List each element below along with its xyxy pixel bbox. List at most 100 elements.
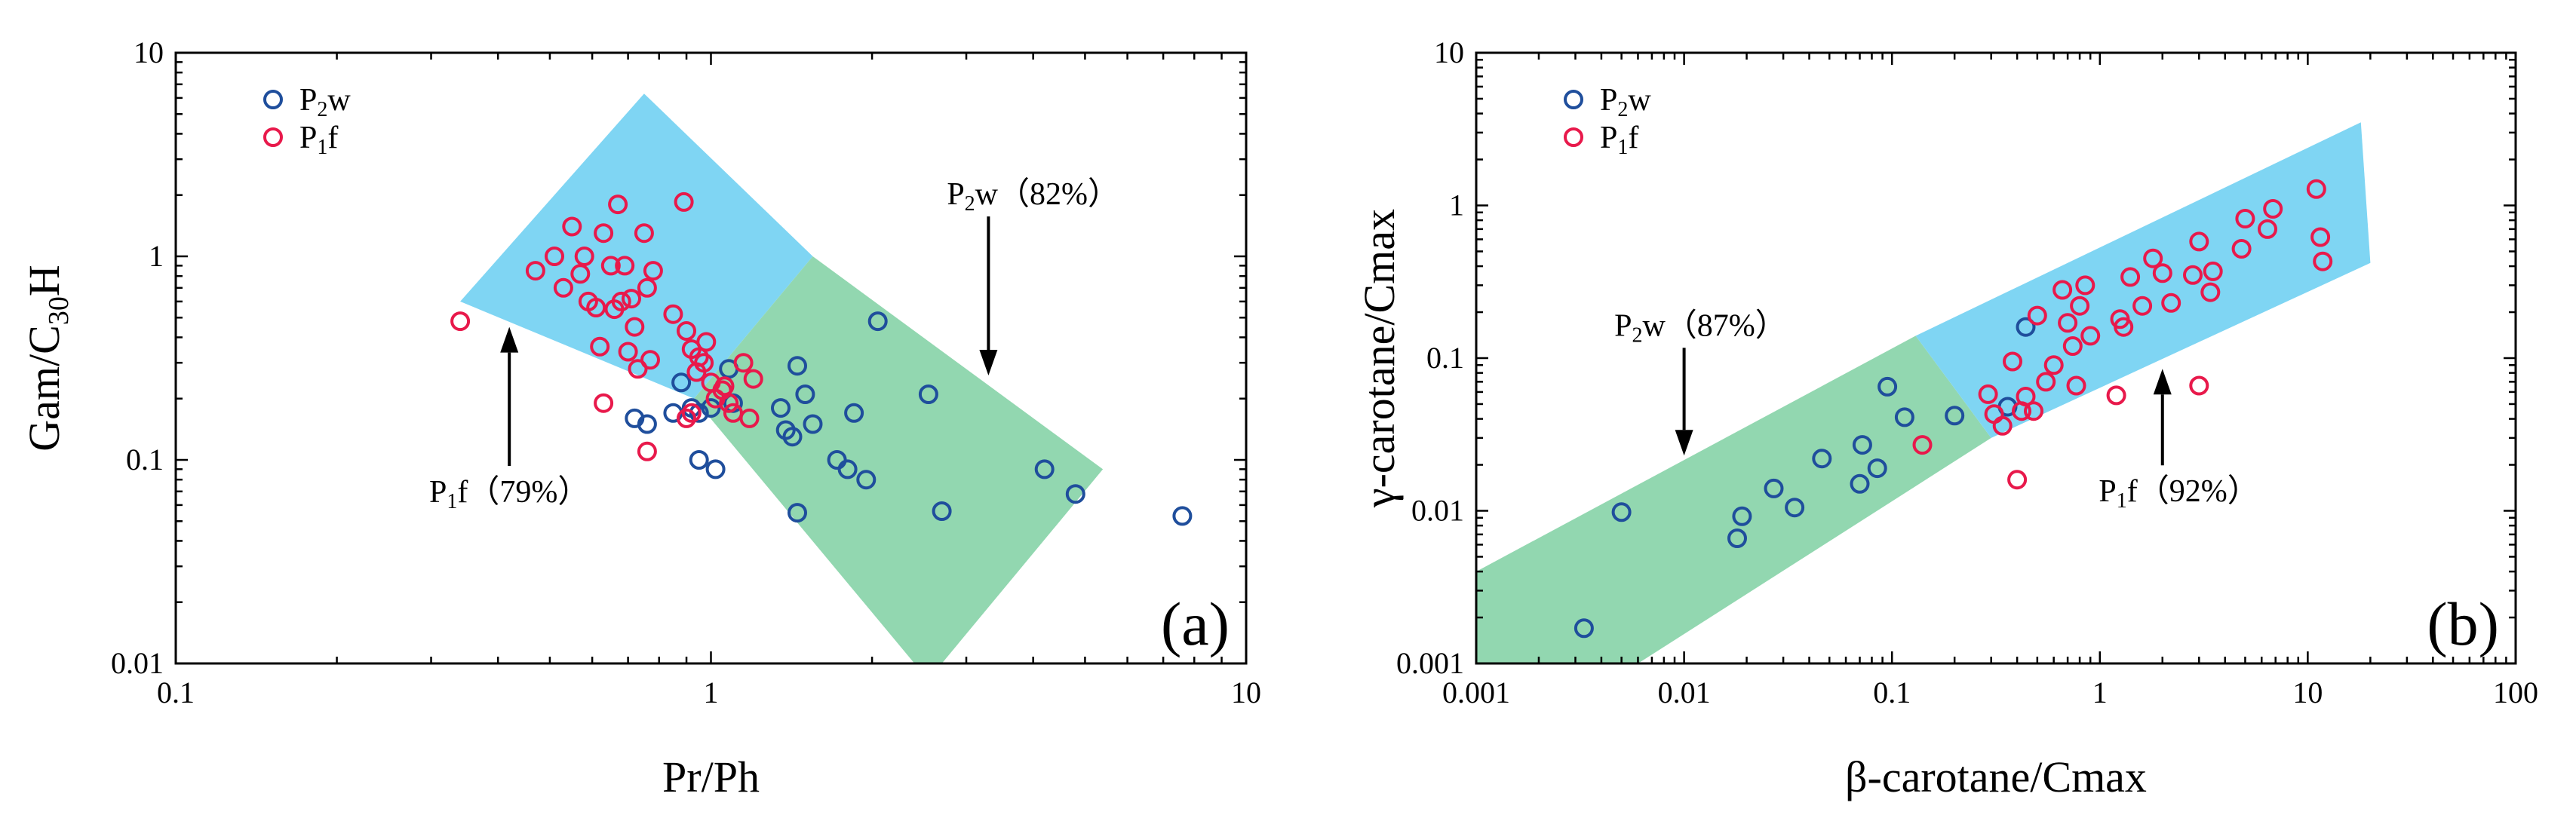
data-point-P2w [1867,458,1887,479]
data-point-P1f [2306,179,2326,199]
y-tick-label: 0.1 [126,443,164,476]
data-point-P1f [2120,267,2141,287]
data-point-P1f [2070,296,2090,316]
annotation-arrow-head [1675,430,1693,456]
panel-label: (a) [1161,590,1230,658]
data-point-P1f [2080,326,2101,346]
y-axis-title: γ-carotane/Cmax [1355,209,1404,508]
data-point-P1f [2114,317,2134,337]
data-point-P1f [2203,261,2223,281]
data-point-P1f [2189,231,2209,252]
data-point-P2w [1065,484,1085,504]
data-point-P2w [689,450,709,470]
data-point-P1f [640,350,660,370]
x-tick-label: 0.1 [1873,676,1911,709]
data-point-P1f [594,393,614,413]
annotation-arrow-head [979,349,998,375]
data-point-P2w [1894,407,1914,427]
plot-frame [174,51,1248,665]
data-point-P2w [788,503,807,523]
data-point-P2w [1172,506,1193,526]
data-point-P2w [788,356,807,376]
data-point-P1f [2007,470,2028,490]
data-point-P1f [681,403,702,423]
data-point-P2w [1852,435,1872,455]
data-point-P1f [663,304,683,324]
y-tick-label: 1 [1449,188,1464,222]
x-tick-label: 100 [2493,676,2538,709]
data-point-P1f [2183,265,2203,285]
y-tick-label: 10 [1434,35,1464,69]
data-point-P2w [856,470,877,490]
data-point-P1f [677,321,696,341]
data-point-P1f [2143,248,2163,268]
annotation: P2w（82%） [947,177,1119,375]
data-point-P1f [2106,385,2126,406]
data-point-P2w [2016,317,2036,337]
legend-marker [263,127,283,147]
x-tick-label: 10 [2292,676,2323,709]
data-point-P2w [803,414,823,434]
data-point-P2w [795,384,815,404]
x-axis-title: β-carotane/Cmax [1845,752,2147,801]
data-point-P2w [1732,506,1752,526]
panel-b: 0.001 0.01 0.1 1 10 100 0.001 0.01 0.1 1 10 β-carot… [1355,35,2538,801]
data-point-P1f [2132,296,2153,316]
data-point-P2w [1785,498,1805,518]
data-point-P1f [743,369,763,389]
data-point-P1f [2235,209,2255,228]
x-axis-title: Pr/Ph [662,752,760,801]
P1f-zone [1915,122,2371,438]
data-point-P1f [615,256,635,276]
data-point-P1f [1912,435,1933,455]
data-point-P1f [562,216,582,237]
data-point-P2w [1945,406,1965,426]
data-point-P1f [2066,375,2086,396]
annotation-text: P2w（87%） [1614,308,1787,347]
data-point-P1f [600,256,621,276]
data-point-P1f [2189,375,2209,396]
data-point-P1f [689,347,709,367]
data-point-P1f [625,317,645,337]
data-point-P2w [1878,376,1898,397]
data-point-P1f [594,223,614,244]
series-P2w [625,311,1193,526]
data-point-P2w [1611,502,1632,522]
data-point-P1f [1978,384,1998,404]
x-tick-label: 0.001 [1442,676,1510,709]
series-P1f [1912,179,2333,490]
x-tick-label: 0.01 [1658,676,1711,709]
data-point-P2w [918,384,938,404]
x-tick-label: 1 [2092,676,2108,709]
data-point-P2w [867,311,888,332]
legend-marker [263,90,283,109]
data-point-P2w [844,403,864,423]
legend-label: P2w [1600,83,1651,121]
data-point-P2w [1850,473,1870,494]
y-tick-label: 10 [134,35,164,69]
data-point-P1f [586,298,606,317]
annotation-text: P1f（92%） [2099,474,2258,513]
data-point-P1f [674,191,694,212]
data-point-P1f [618,342,638,362]
y-tick-label: 0.01 [111,646,164,680]
data-point-P1f [733,353,754,373]
data-point-P1f [574,247,594,266]
data-point-P2w [705,459,726,479]
data-point-P1f [545,247,564,266]
data-point-P2w [1764,478,1784,498]
x-tick-label: 10 [1231,676,1261,709]
data-point-P1f [714,376,735,397]
annotation-arrow-head [500,326,519,353]
data-point-P1f [590,336,610,357]
data-point-P1f [2027,305,2047,326]
data-point-P2w [837,459,858,479]
data-point-P1f [696,332,717,352]
data-point-P2w [671,372,692,393]
y-tick-label: 0.01 [1411,494,1464,528]
data-point-P1f [2231,239,2252,259]
data-point-P1f [637,441,657,461]
data-point-P1f [2053,280,2073,300]
y-tick-label: 1 [149,239,164,273]
